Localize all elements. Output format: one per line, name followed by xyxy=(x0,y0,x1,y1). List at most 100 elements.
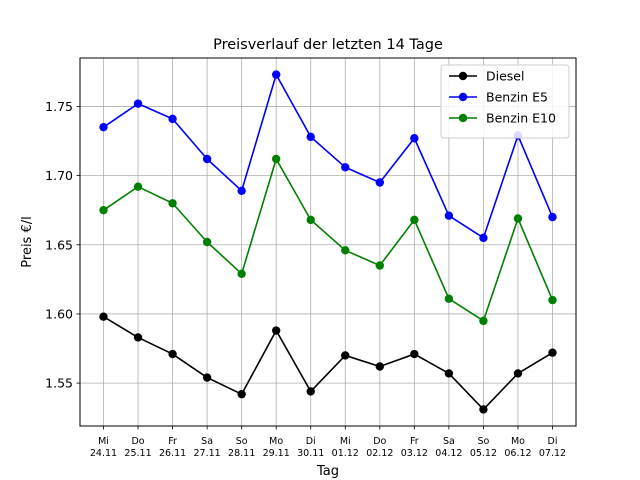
x-tick-label-day: Do xyxy=(373,436,386,447)
data-point-benzin-e5 xyxy=(168,114,177,124)
x-tick-label-day: Di xyxy=(306,436,316,447)
data-point-diesel xyxy=(271,326,281,335)
x-tick-label-day: Mi xyxy=(340,436,351,447)
data-point-benzin-e10 xyxy=(375,261,385,270)
x-tick-label-day: Fr xyxy=(168,436,177,447)
data-point-benzin-e10 xyxy=(133,182,143,191)
data-point-benzin-e5 xyxy=(410,134,419,143)
data-point-diesel xyxy=(513,369,523,378)
x-tick-label-day: Do xyxy=(131,436,144,447)
data-point-diesel xyxy=(341,351,350,360)
data-point-diesel xyxy=(168,349,177,359)
x-tick-label: Do 25.11 xyxy=(124,436,151,459)
x-tick-label-date: 26.11 xyxy=(159,448,186,459)
data-point-benzin-e10 xyxy=(341,246,350,255)
data-point-diesel xyxy=(375,362,385,371)
x-tick-label-day: Fr xyxy=(410,436,419,447)
legend-marker-benzin-e10 xyxy=(458,113,468,123)
x-tick-label: Mi 24.11 xyxy=(90,436,117,459)
x-tick-label: Fr 26.11 xyxy=(159,436,186,459)
y-tick-label: 1.60 xyxy=(45,306,73,321)
x-tick-label-day: Sa xyxy=(201,436,213,447)
chart-title: Preisverlauf der letzten 14 Tage xyxy=(213,37,443,53)
y-tick-label: 1.65 xyxy=(45,237,73,252)
x-tick-label: Sa 27.11 xyxy=(194,436,221,459)
x-tick-label-date: 06.12 xyxy=(504,448,531,459)
data-point-benzin-e5 xyxy=(202,154,212,164)
x-tick-label: Di 30.11 xyxy=(297,436,324,459)
data-point-benzin-e10 xyxy=(168,199,177,208)
data-point-benzin-e5 xyxy=(444,211,454,220)
data-point-benzin-e10 xyxy=(237,269,246,279)
x-tick-label-date: 04.12 xyxy=(435,448,462,459)
data-point-benzin-e10 xyxy=(444,294,454,303)
legend-box xyxy=(440,64,570,139)
x-tick-label-day: Sa xyxy=(443,436,455,447)
data-point-benzin-e10 xyxy=(479,316,488,326)
x-tick-label-date: 25.11 xyxy=(124,448,151,459)
x-tick-label: Mo 06.12 xyxy=(504,436,531,459)
x-tick-label-date: 03.12 xyxy=(401,448,428,459)
data-point-diesel xyxy=(202,373,212,382)
series-line-benzin-e5 xyxy=(103,73,554,239)
data-point-benzin-e10 xyxy=(513,214,523,223)
data-point-benzin-e10 xyxy=(271,154,281,164)
data-point-benzin-e5 xyxy=(237,186,246,196)
x-tick-label-day: So xyxy=(236,436,248,447)
data-point-benzin-e10 xyxy=(99,205,108,215)
y-axis-label: Preis €/l xyxy=(20,216,35,267)
x-tick-label-date: 05.12 xyxy=(470,448,497,459)
plot-frame xyxy=(79,57,577,427)
data-point-benzin-e5 xyxy=(375,178,385,187)
x-tick-label-date: 01.12 xyxy=(332,448,359,459)
legend-marker-benzin-e5 xyxy=(458,92,468,102)
x-tick-label: Di 07.12 xyxy=(539,436,566,459)
data-point-benzin-e5 xyxy=(133,99,143,108)
y-tick-label: 1.70 xyxy=(45,168,73,183)
data-point-diesel xyxy=(548,348,557,357)
x-tick-label: So 05.12 xyxy=(470,436,497,459)
legend-label-benzin-e5: Benzin E5 xyxy=(486,90,548,105)
data-point-benzin-e10 xyxy=(306,215,315,225)
y-tick-label: 1.55 xyxy=(45,376,73,391)
data-point-diesel xyxy=(410,349,419,359)
data-point-benzin-e5 xyxy=(306,132,315,142)
x-tick-label-day: Mo xyxy=(511,436,525,447)
x-tick-label-date: 07.12 xyxy=(539,448,566,459)
y-tick-label: 1.75 xyxy=(45,99,73,114)
x-tick-label: Mi 01.12 xyxy=(332,436,359,459)
data-point-diesel xyxy=(479,405,488,414)
x-tick-label: Fr 03.12 xyxy=(401,436,428,459)
data-point-benzin-e10 xyxy=(202,237,212,247)
data-point-benzin-e5 xyxy=(99,122,108,132)
data-point-diesel xyxy=(237,389,246,399)
x-tick-label-date: 28.11 xyxy=(228,448,255,459)
x-tick-label-date: 24.11 xyxy=(90,448,117,459)
data-point-diesel xyxy=(306,387,315,396)
series-line-benzin-e10 xyxy=(103,158,554,322)
y-axis: 1.55 1.60 1.65 1.70 1.75 xyxy=(45,99,80,391)
x-tick-label: So 28.11 xyxy=(228,436,255,459)
x-tick-label-day: Mi xyxy=(98,436,109,447)
data-point-benzin-e5 xyxy=(271,70,281,79)
x-axis-label: Tag xyxy=(316,464,339,479)
data-point-benzin-e5 xyxy=(548,212,557,222)
data-point-benzin-e5 xyxy=(341,163,350,172)
x-tick-label: Mo 29.11 xyxy=(263,436,290,459)
data-point-diesel xyxy=(444,369,454,378)
legend: Diesel Benzin E5 Benzin E10 xyxy=(440,64,570,139)
x-tick-label-day: So xyxy=(478,436,490,447)
legend-label-benzin-e10: Benzin E10 xyxy=(486,111,556,126)
data-point-diesel xyxy=(99,312,108,321)
legend-marker-diesel xyxy=(458,71,468,81)
series-line-diesel xyxy=(103,316,553,411)
x-tick-label-day: Di xyxy=(548,436,558,447)
x-tick-label-date: 02.12 xyxy=(366,448,393,459)
data-point-benzin-e5 xyxy=(479,233,488,243)
legend-label-diesel: Diesel xyxy=(486,69,524,84)
data-point-benzin-e10 xyxy=(410,215,419,225)
data-point-diesel xyxy=(133,333,143,342)
x-tick-label-date: 30.11 xyxy=(297,448,324,459)
